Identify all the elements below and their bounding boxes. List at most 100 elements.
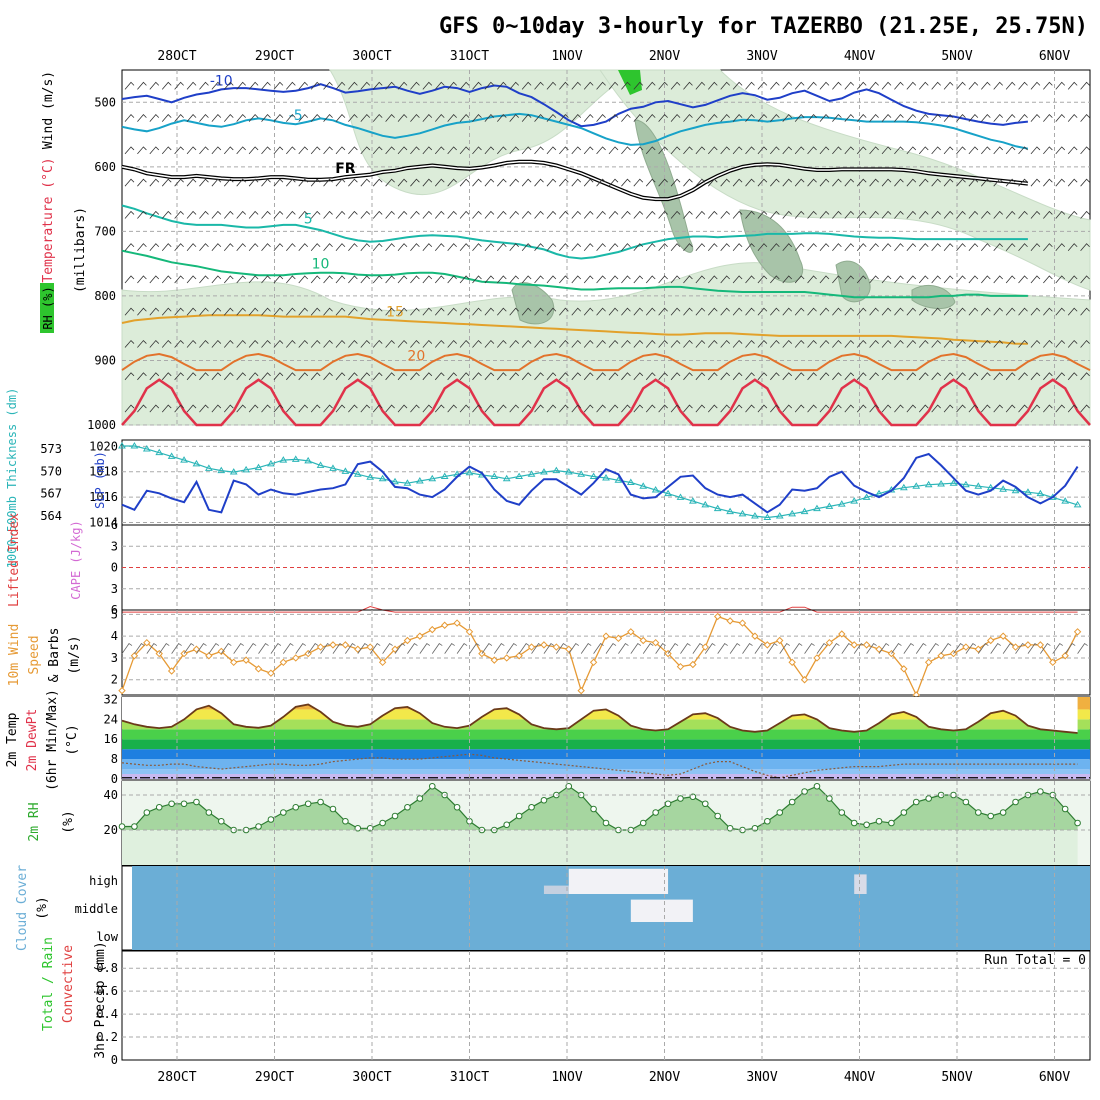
tick-label: 0.4 <box>96 1007 118 1021</box>
wind-barb <box>236 275 246 284</box>
wind-barb <box>633 81 644 90</box>
wind-barb <box>236 178 246 187</box>
rh2m-marker <box>143 809 151 816</box>
wind-barb <box>261 146 271 155</box>
wind-barb <box>608 178 619 187</box>
rh-shading-dark <box>634 119 694 253</box>
wind-barb <box>782 210 793 219</box>
tick-label: 8 <box>111 752 118 766</box>
wind-barb <box>770 146 780 155</box>
wind-barb <box>918 275 929 284</box>
wind10m-barb <box>767 643 778 654</box>
wind-barb <box>683 146 693 155</box>
wind-barb <box>211 404 222 413</box>
wind-barb <box>1043 178 1053 187</box>
rh2m-marker <box>1037 788 1044 795</box>
wind-barb <box>434 178 445 187</box>
wind10m-marker <box>229 658 238 667</box>
wind-barb <box>434 275 445 284</box>
rh2m-marker <box>987 812 995 820</box>
wind-barb <box>621 404 631 413</box>
wind-barb <box>782 404 793 413</box>
wind-barb <box>807 178 817 187</box>
wind10m-barb <box>394 643 406 654</box>
wind10m-marker <box>267 669 275 677</box>
wind10m-barb <box>407 643 418 654</box>
wind-barb <box>844 339 855 348</box>
bottom-date-axis: 28OCT 29OCT 30OCT 31OCT 1NOV 2NOV 3NOV 4NOV 5NOV… <box>157 1070 1070 1085</box>
wind10m-marker <box>1073 628 1082 636</box>
axis-label: 2m Temp <box>5 712 20 767</box>
wind-barb <box>186 243 197 251</box>
thickness-marker <box>651 485 660 493</box>
axis-label: (millibars) <box>73 207 88 293</box>
tick-label: 600 <box>94 160 116 174</box>
wind-barb <box>447 114 457 122</box>
wind-barb <box>372 275 383 284</box>
wind10m-barb <box>630 643 642 654</box>
wind-barb <box>186 275 197 284</box>
wind-barb <box>658 275 668 284</box>
wind-barb <box>447 275 457 284</box>
wind-barb <box>645 210 656 219</box>
wind-barb <box>161 114 172 122</box>
tick-label: 800 <box>94 289 116 303</box>
wind-barb <box>819 404 830 413</box>
wind-barb <box>670 81 681 90</box>
wind-barb <box>211 243 222 251</box>
wind-barb <box>782 243 793 251</box>
wind-barb <box>149 114 160 122</box>
thickness-marker <box>825 502 834 509</box>
wind-barb <box>459 178 470 187</box>
wind-barb <box>1080 404 1090 413</box>
wind10m-marker <box>527 643 536 651</box>
wind-barb <box>1067 307 1078 316</box>
wind10m-barb <box>965 643 977 654</box>
rh2m-marker <box>962 798 970 806</box>
wind-barb <box>571 146 582 155</box>
wind-barb <box>782 146 793 155</box>
wind-barb <box>422 178 433 187</box>
wind-barb <box>161 372 172 381</box>
wind10m-barb <box>208 643 220 654</box>
wind-barb <box>981 372 991 381</box>
wind-barb <box>745 307 755 316</box>
wind-barb <box>459 210 470 219</box>
thickness-marker <box>155 448 164 456</box>
wind-barb <box>633 339 644 348</box>
wind-barb <box>869 210 879 219</box>
top-date-label: 28OCT <box>157 49 196 64</box>
thickness-marker <box>875 489 883 497</box>
thickness-marker <box>726 507 734 515</box>
thickness-marker <box>788 509 797 517</box>
wind-barb <box>1067 210 1078 219</box>
wind-barb <box>137 146 147 155</box>
wind-barb <box>981 210 991 219</box>
axis-label: 10m Wind <box>7 624 22 687</box>
wind10m-barb <box>1052 643 1063 654</box>
thickness-marker <box>192 459 201 467</box>
wind-barb <box>484 81 495 90</box>
wind10m-marker <box>1011 643 1020 651</box>
wind-barb <box>844 307 855 316</box>
wind-barb <box>497 275 507 284</box>
thickness-marker <box>763 513 772 521</box>
wind-barb <box>310 307 321 316</box>
rh2m-marker <box>453 803 461 811</box>
wind-barb <box>484 404 495 413</box>
wind-barb <box>410 146 420 155</box>
wind-barb <box>348 339 358 348</box>
wind-barb <box>571 81 582 90</box>
tick-label: 16 <box>104 732 118 746</box>
wind-barb <box>1030 307 1041 316</box>
wind-barb <box>881 243 892 251</box>
wind-barb <box>745 404 755 413</box>
wind-barb <box>707 339 718 348</box>
wind10m-barb <box>295 643 306 654</box>
wind10m-marker <box>167 667 176 675</box>
wind10m-marker <box>1036 641 1045 649</box>
tick-label: 4 <box>111 629 118 643</box>
wind-barb <box>273 146 284 155</box>
wind-barb <box>559 339 569 348</box>
wind10m-barb <box>729 643 741 654</box>
